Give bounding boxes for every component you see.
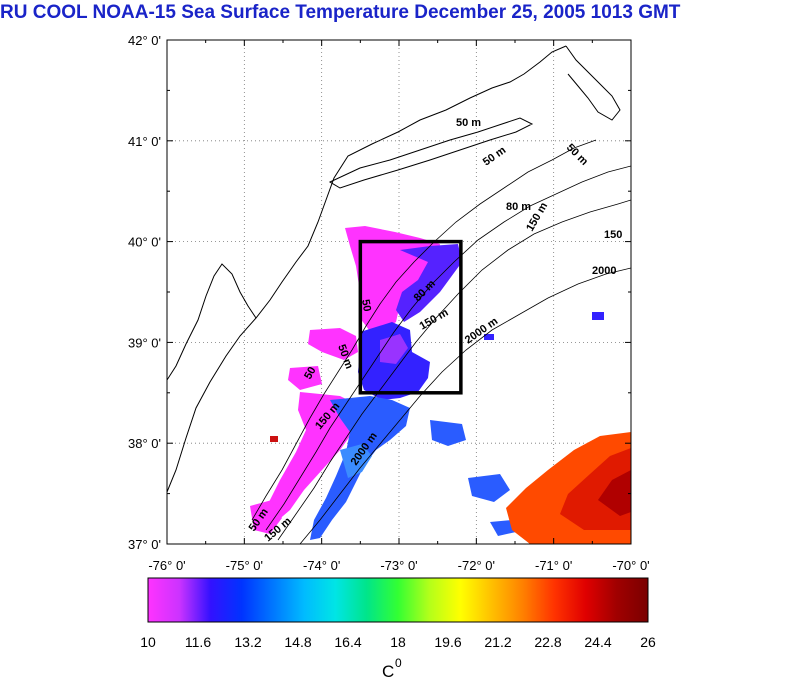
sst-patch-southern-tip — [250, 500, 282, 534]
sst-patch-offshore-blue-2 — [468, 474, 510, 502]
sst-patch-shelf-break-violet — [380, 334, 408, 364]
axis-ticks — [166, 39, 632, 545]
contour-label: 150 — [604, 229, 622, 241]
coastline-nj-ny — [167, 45, 567, 493]
latitude-label: 38° 0' — [128, 436, 161, 451]
colorbar-unit-superscript: 0 — [395, 656, 402, 670]
longitude-label: -74° 0' — [303, 558, 340, 573]
longitude-label: -73° 0' — [380, 558, 417, 573]
latitude-labels: 42° 0' 41° 0' 40° 0' 39° 0' 38° 0' 37° 0' — [128, 33, 161, 552]
contour-label: 50 — [302, 365, 319, 382]
contour-label: 2000 — [592, 265, 616, 277]
sst-patch-shelf-north-purple — [396, 244, 462, 322]
sst-patch-south-pink — [288, 366, 322, 390]
sst-patch-south-band — [268, 392, 362, 522]
sst-patch-offshore-blue-1 — [430, 420, 466, 446]
longitude-label: -76° 0' — [148, 558, 185, 573]
longitude-labels: -76° 0' -75° 0' -74° 0' -73° 0' -72° 0' -71° … — [148, 558, 649, 573]
sst-patch-gulf-stream-dark — [598, 470, 631, 516]
contour-2000m — [299, 267, 631, 544]
longitude-label: -71° 0' — [535, 558, 572, 573]
study-region-box — [358, 239, 463, 395]
colorbar-tick-label: 14.8 — [284, 634, 311, 650]
coastline-long-island — [328, 117, 534, 189]
sst-patch-speck-3 — [270, 436, 278, 442]
colorbar — [147, 577, 649, 623]
sst-patch-mid-shelf — [308, 328, 358, 360]
coastline-cape-cod — [565, 45, 621, 121]
sst-patch-south-lightblue — [340, 444, 372, 478]
colorbar-tick-label: 18 — [390, 634, 406, 650]
map-title: RU COOL NOAA-15 Sea Surface Temperature … — [0, 2, 681, 23]
bathymetry-contours — [251, 139, 631, 544]
contour-50m — [251, 139, 597, 521]
colorbar-tick-label: 10 — [140, 634, 156, 650]
colorbar-tick-label: 13.2 — [234, 634, 261, 650]
colorbar-tick-label: 11.6 — [185, 634, 211, 650]
contour-label: 50 m — [456, 117, 481, 129]
latitude-label: 41° 0' — [128, 134, 161, 149]
sst-patch-offshore-blue-3 — [490, 520, 516, 536]
longitude-label: -75° 0' — [226, 558, 263, 573]
colorbar-unit-label: C — [382, 662, 394, 680]
latitude-label: 37° 0' — [128, 537, 161, 552]
colorbar-tick-label: 16.4 — [334, 634, 361, 650]
colorbar-tick-labels: 10 11.6 13.2 14.8 16.4 18 19.6 21.2 22.8 24.4 26 — [140, 634, 656, 650]
colorbar-tick-label: 26 — [640, 634, 656, 650]
coastline-delaware — [167, 263, 257, 381]
coastlines — [167, 45, 621, 493]
colorbar-tick-label: 19.6 — [434, 634, 461, 650]
contour-label: 50 — [359, 298, 373, 312]
longitude-label: -72° 0' — [458, 558, 495, 573]
sst-patch-speck-2 — [484, 334, 494, 340]
longitude-label: -70° 0' — [612, 558, 649, 573]
sst-data-patches — [250, 226, 631, 544]
latitude-label: 39° 0' — [128, 335, 161, 350]
contour-80m — [265, 165, 631, 531]
latitude-label: 42° 0' — [128, 33, 161, 48]
contour-label: 80 m — [506, 201, 531, 213]
sst-patch-speck-1 — [592, 312, 604, 320]
latitude-label: 40° 0' — [128, 235, 161, 250]
colorbar-tick-label: 21.2 — [484, 634, 511, 650]
contour-150m — [277, 199, 631, 541]
colorbar-tick-label: 24.4 — [584, 634, 611, 650]
colorbar-tick-label: 22.8 — [534, 634, 561, 650]
